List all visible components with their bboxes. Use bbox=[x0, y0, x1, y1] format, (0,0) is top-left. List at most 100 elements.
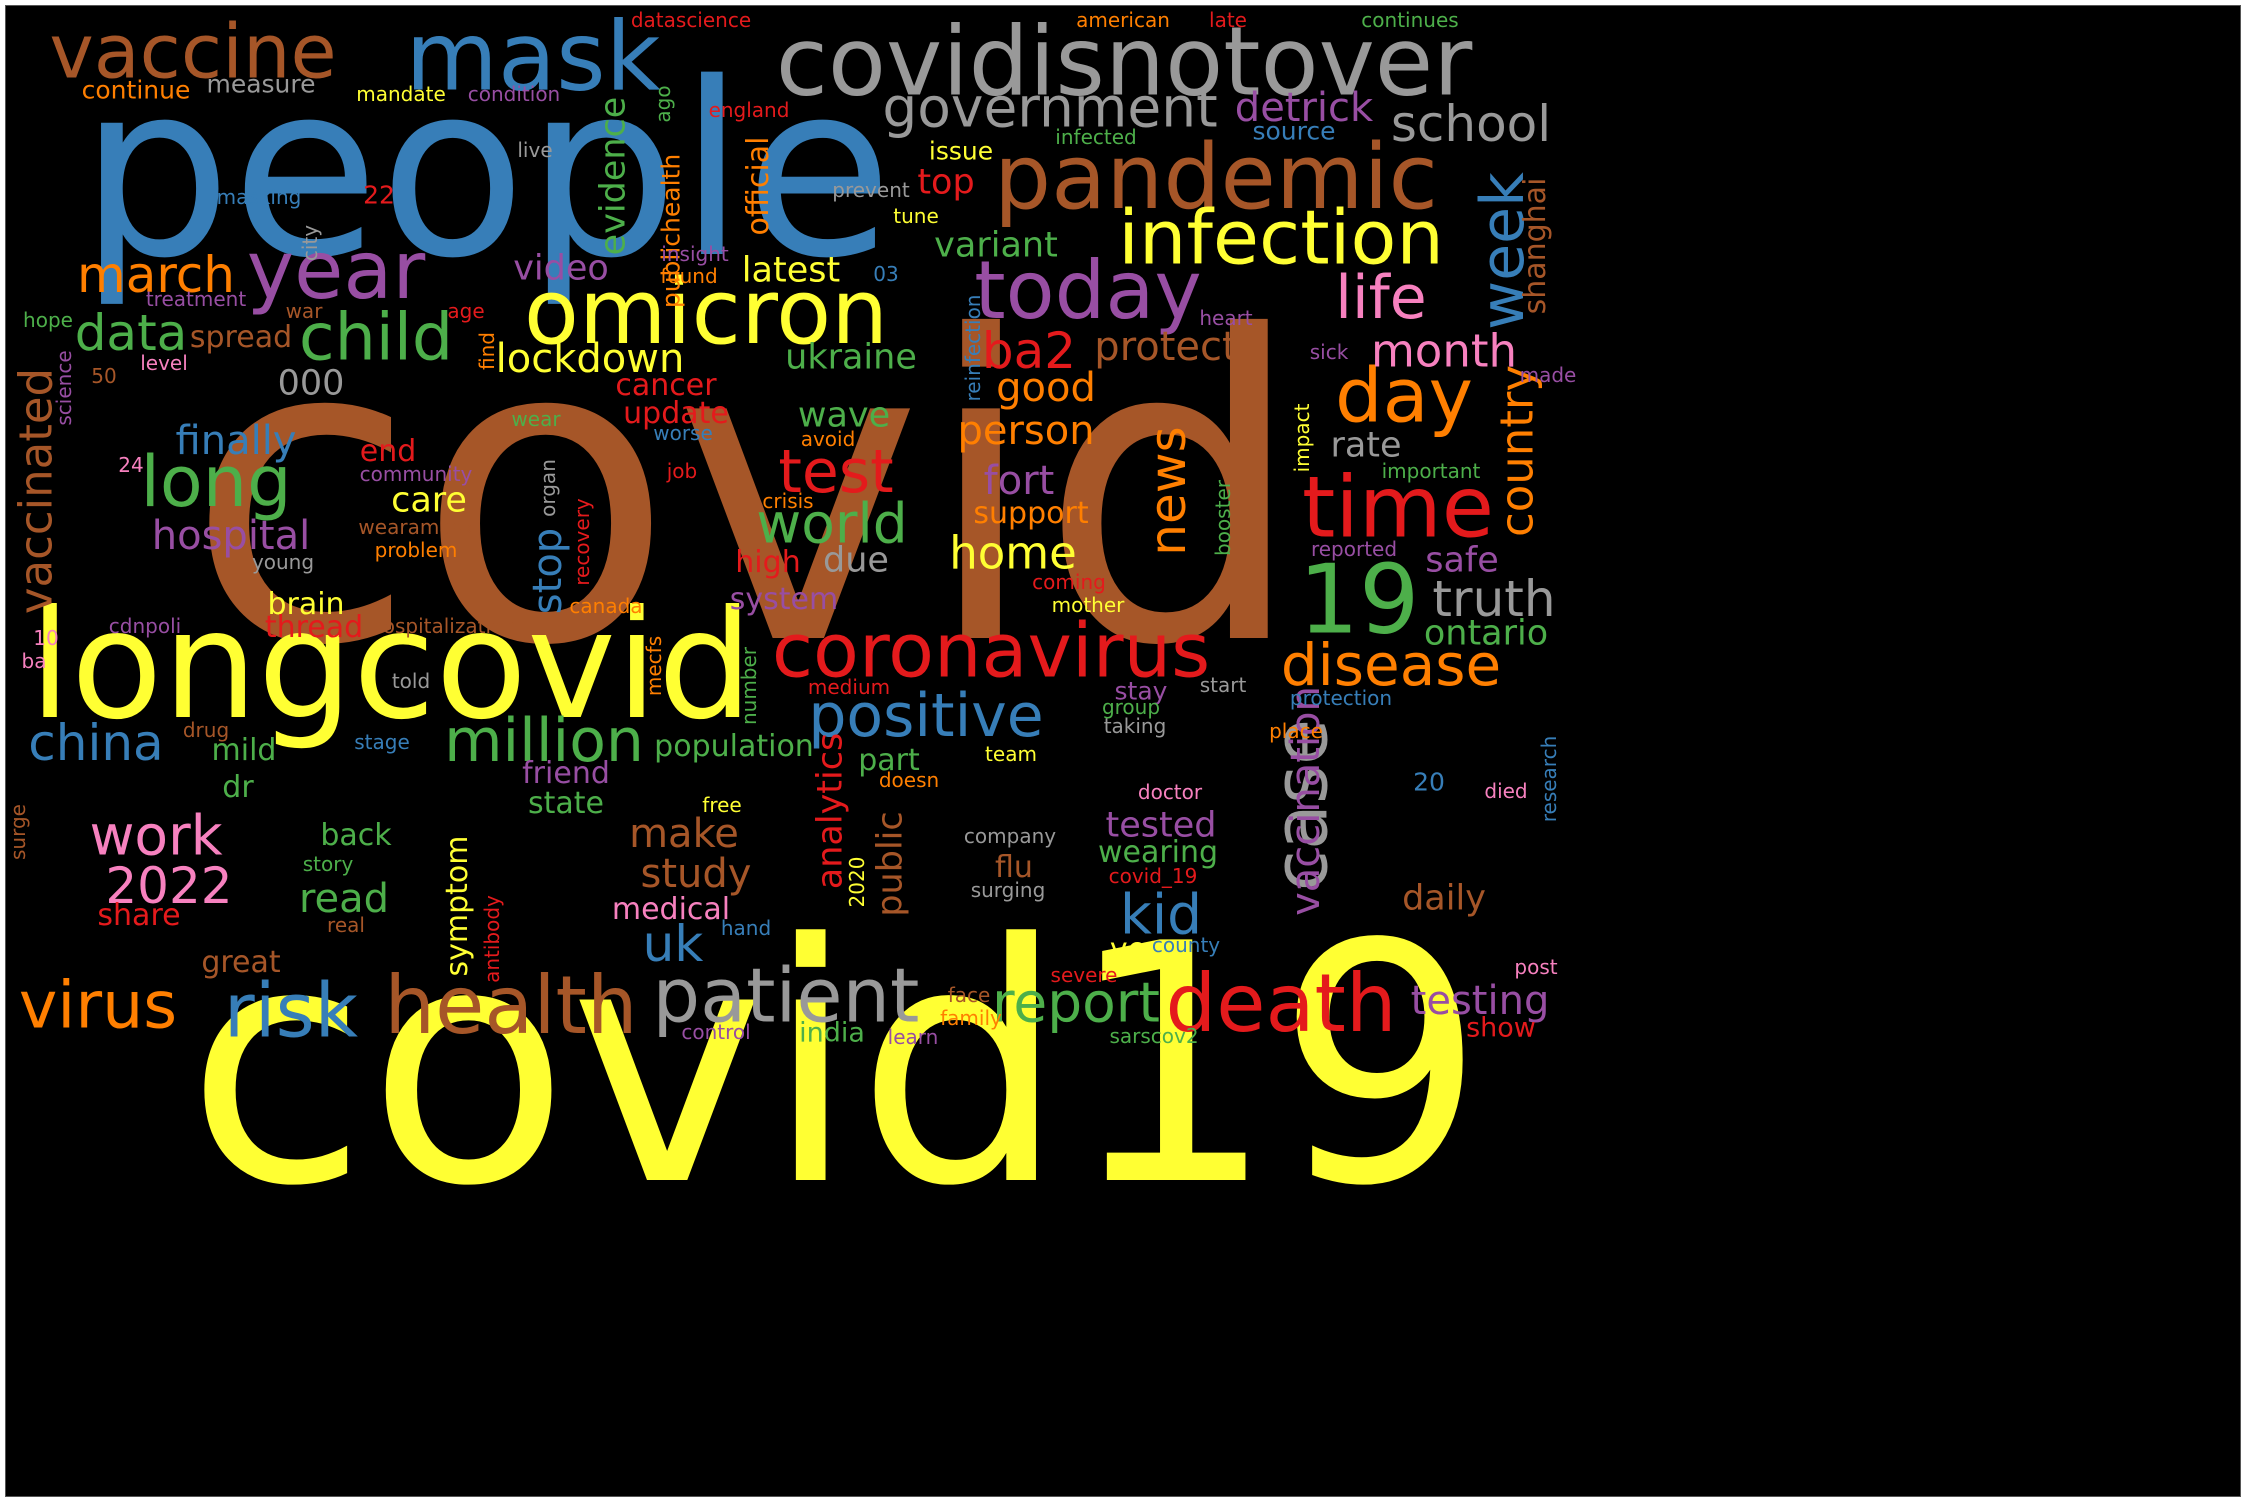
word-young: young bbox=[251, 550, 315, 574]
word-group: group bbox=[1101, 695, 1161, 719]
word-detrick: detrick bbox=[1234, 85, 1374, 131]
word-wear: wear bbox=[511, 407, 561, 431]
word-city: city bbox=[298, 224, 322, 262]
word-flu: flu bbox=[995, 850, 1033, 885]
word-study: study bbox=[640, 851, 752, 897]
word-truth: truth bbox=[1432, 570, 1556, 628]
word-hand: hand bbox=[720, 916, 772, 940]
word-daily: daily bbox=[1402, 878, 1486, 919]
word-free: free bbox=[702, 793, 742, 817]
word-test: test bbox=[778, 437, 894, 507]
word-video: video bbox=[513, 248, 609, 289]
word-found: found bbox=[660, 264, 718, 288]
word-coming: coming bbox=[1032, 570, 1106, 594]
word-life: life bbox=[1335, 263, 1427, 333]
word-19: 19 bbox=[1298, 545, 1420, 656]
word-organ: organ bbox=[536, 459, 560, 517]
word-cdnpoli: cdnpoli bbox=[108, 614, 182, 638]
word-make: make bbox=[629, 811, 739, 857]
word-mecfs: mecfs bbox=[642, 635, 666, 697]
word-insight: insight bbox=[661, 242, 729, 266]
word-infection: infection bbox=[1118, 193, 1444, 282]
word-hospitalization: hospitalization bbox=[370, 614, 516, 638]
word-analytics: analytics bbox=[810, 732, 851, 890]
word-care: care bbox=[391, 480, 467, 521]
word-county: county bbox=[1151, 933, 1221, 957]
word-age: age bbox=[447, 299, 485, 323]
word-24: 24 bbox=[118, 453, 144, 477]
word-spread: spread bbox=[189, 320, 293, 355]
word-company: company bbox=[963, 824, 1057, 848]
word-taking: taking bbox=[1103, 714, 1167, 738]
word-top: top bbox=[917, 162, 975, 203]
word-level: level bbox=[140, 351, 188, 375]
word-part: part bbox=[858, 743, 920, 778]
word-read: read bbox=[298, 876, 390, 922]
word-ontario: ontario bbox=[1423, 613, 1549, 654]
word-cancer: cancer bbox=[615, 368, 717, 403]
word-american: american bbox=[1076, 8, 1170, 32]
word-told: told bbox=[391, 669, 431, 693]
word-find: find bbox=[475, 332, 499, 370]
word-great: great bbox=[201, 945, 281, 980]
word-friend: friend bbox=[522, 756, 610, 791]
word-uk: uk bbox=[642, 915, 704, 973]
word-doctor: doctor bbox=[1137, 780, 1203, 804]
word-community: community bbox=[359, 462, 473, 486]
word-2022: 2022 bbox=[105, 857, 233, 915]
word-data: data bbox=[74, 304, 188, 362]
word-measure: measure bbox=[206, 69, 316, 99]
word-problem: problem bbox=[374, 538, 458, 562]
word-million: million bbox=[444, 706, 644, 776]
word-surging: surging bbox=[970, 878, 1046, 902]
word-2020: 2020 bbox=[845, 856, 869, 908]
word-recovery: recovery bbox=[570, 498, 594, 586]
word-masking: masking bbox=[216, 185, 302, 209]
word-medium: medium bbox=[807, 675, 891, 699]
word-vaccine: vaccine bbox=[49, 7, 337, 96]
word-covid: covid bbox=[186, 249, 1306, 738]
word-continue: continue bbox=[81, 75, 191, 105]
word-virus: virus bbox=[18, 968, 178, 1044]
word-live: live bbox=[517, 138, 553, 162]
word-longcovid: longcovid bbox=[29, 579, 753, 753]
word-patient: patient bbox=[652, 951, 920, 1040]
word-reported: reported bbox=[1310, 537, 1398, 561]
word-surge: surge bbox=[6, 804, 30, 860]
word-system: system bbox=[729, 582, 839, 617]
word-ba: ba bbox=[21, 649, 47, 673]
word-impact: impact bbox=[1290, 403, 1314, 473]
word-symptom: symptom bbox=[440, 835, 475, 977]
word-tested: tested bbox=[1105, 805, 1217, 846]
word-time: time bbox=[1301, 458, 1495, 558]
word-avoid: avoid bbox=[800, 427, 856, 451]
word-mask: mask bbox=[405, 5, 661, 113]
word-face: face bbox=[947, 983, 991, 1007]
word-work: work bbox=[89, 803, 223, 868]
word-canada: canada bbox=[569, 594, 643, 618]
word-death: death bbox=[1165, 957, 1397, 1050]
word-stage: stage bbox=[354, 730, 410, 754]
word-pandemic: pandemic bbox=[994, 125, 1438, 230]
word-20: 20 bbox=[1413, 767, 1445, 797]
word-march: march bbox=[77, 246, 235, 304]
word-covidisnotover: covidisnotover bbox=[775, 7, 1473, 118]
word-end: end bbox=[359, 434, 417, 469]
word-drug: drug bbox=[182, 718, 230, 742]
word-day: day bbox=[1335, 351, 1473, 440]
word-safe: safe bbox=[1425, 540, 1499, 581]
word-source: source bbox=[1252, 116, 1336, 146]
word-sarscov2: sarscov2 bbox=[1109, 1024, 1199, 1048]
word-03: 03 bbox=[873, 262, 899, 286]
word-protect: protect bbox=[1094, 324, 1238, 370]
word-worse: worse bbox=[653, 421, 713, 445]
word-war: war bbox=[285, 299, 323, 323]
word-start: start bbox=[1199, 673, 1247, 697]
word-variant: variant bbox=[934, 225, 1058, 266]
word-science: science bbox=[52, 350, 76, 426]
word-news: news bbox=[1139, 426, 1197, 556]
word-stop: stop bbox=[525, 527, 571, 615]
word-ukraine: ukraine bbox=[785, 337, 917, 378]
word-mild: mild bbox=[211, 733, 277, 768]
word-wearamask: wearamask bbox=[358, 515, 474, 539]
